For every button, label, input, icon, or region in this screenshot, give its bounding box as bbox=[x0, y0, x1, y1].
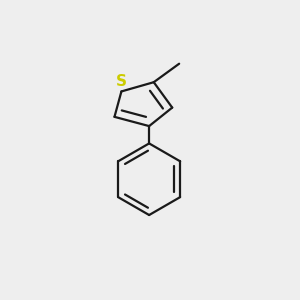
Text: S: S bbox=[116, 74, 127, 89]
